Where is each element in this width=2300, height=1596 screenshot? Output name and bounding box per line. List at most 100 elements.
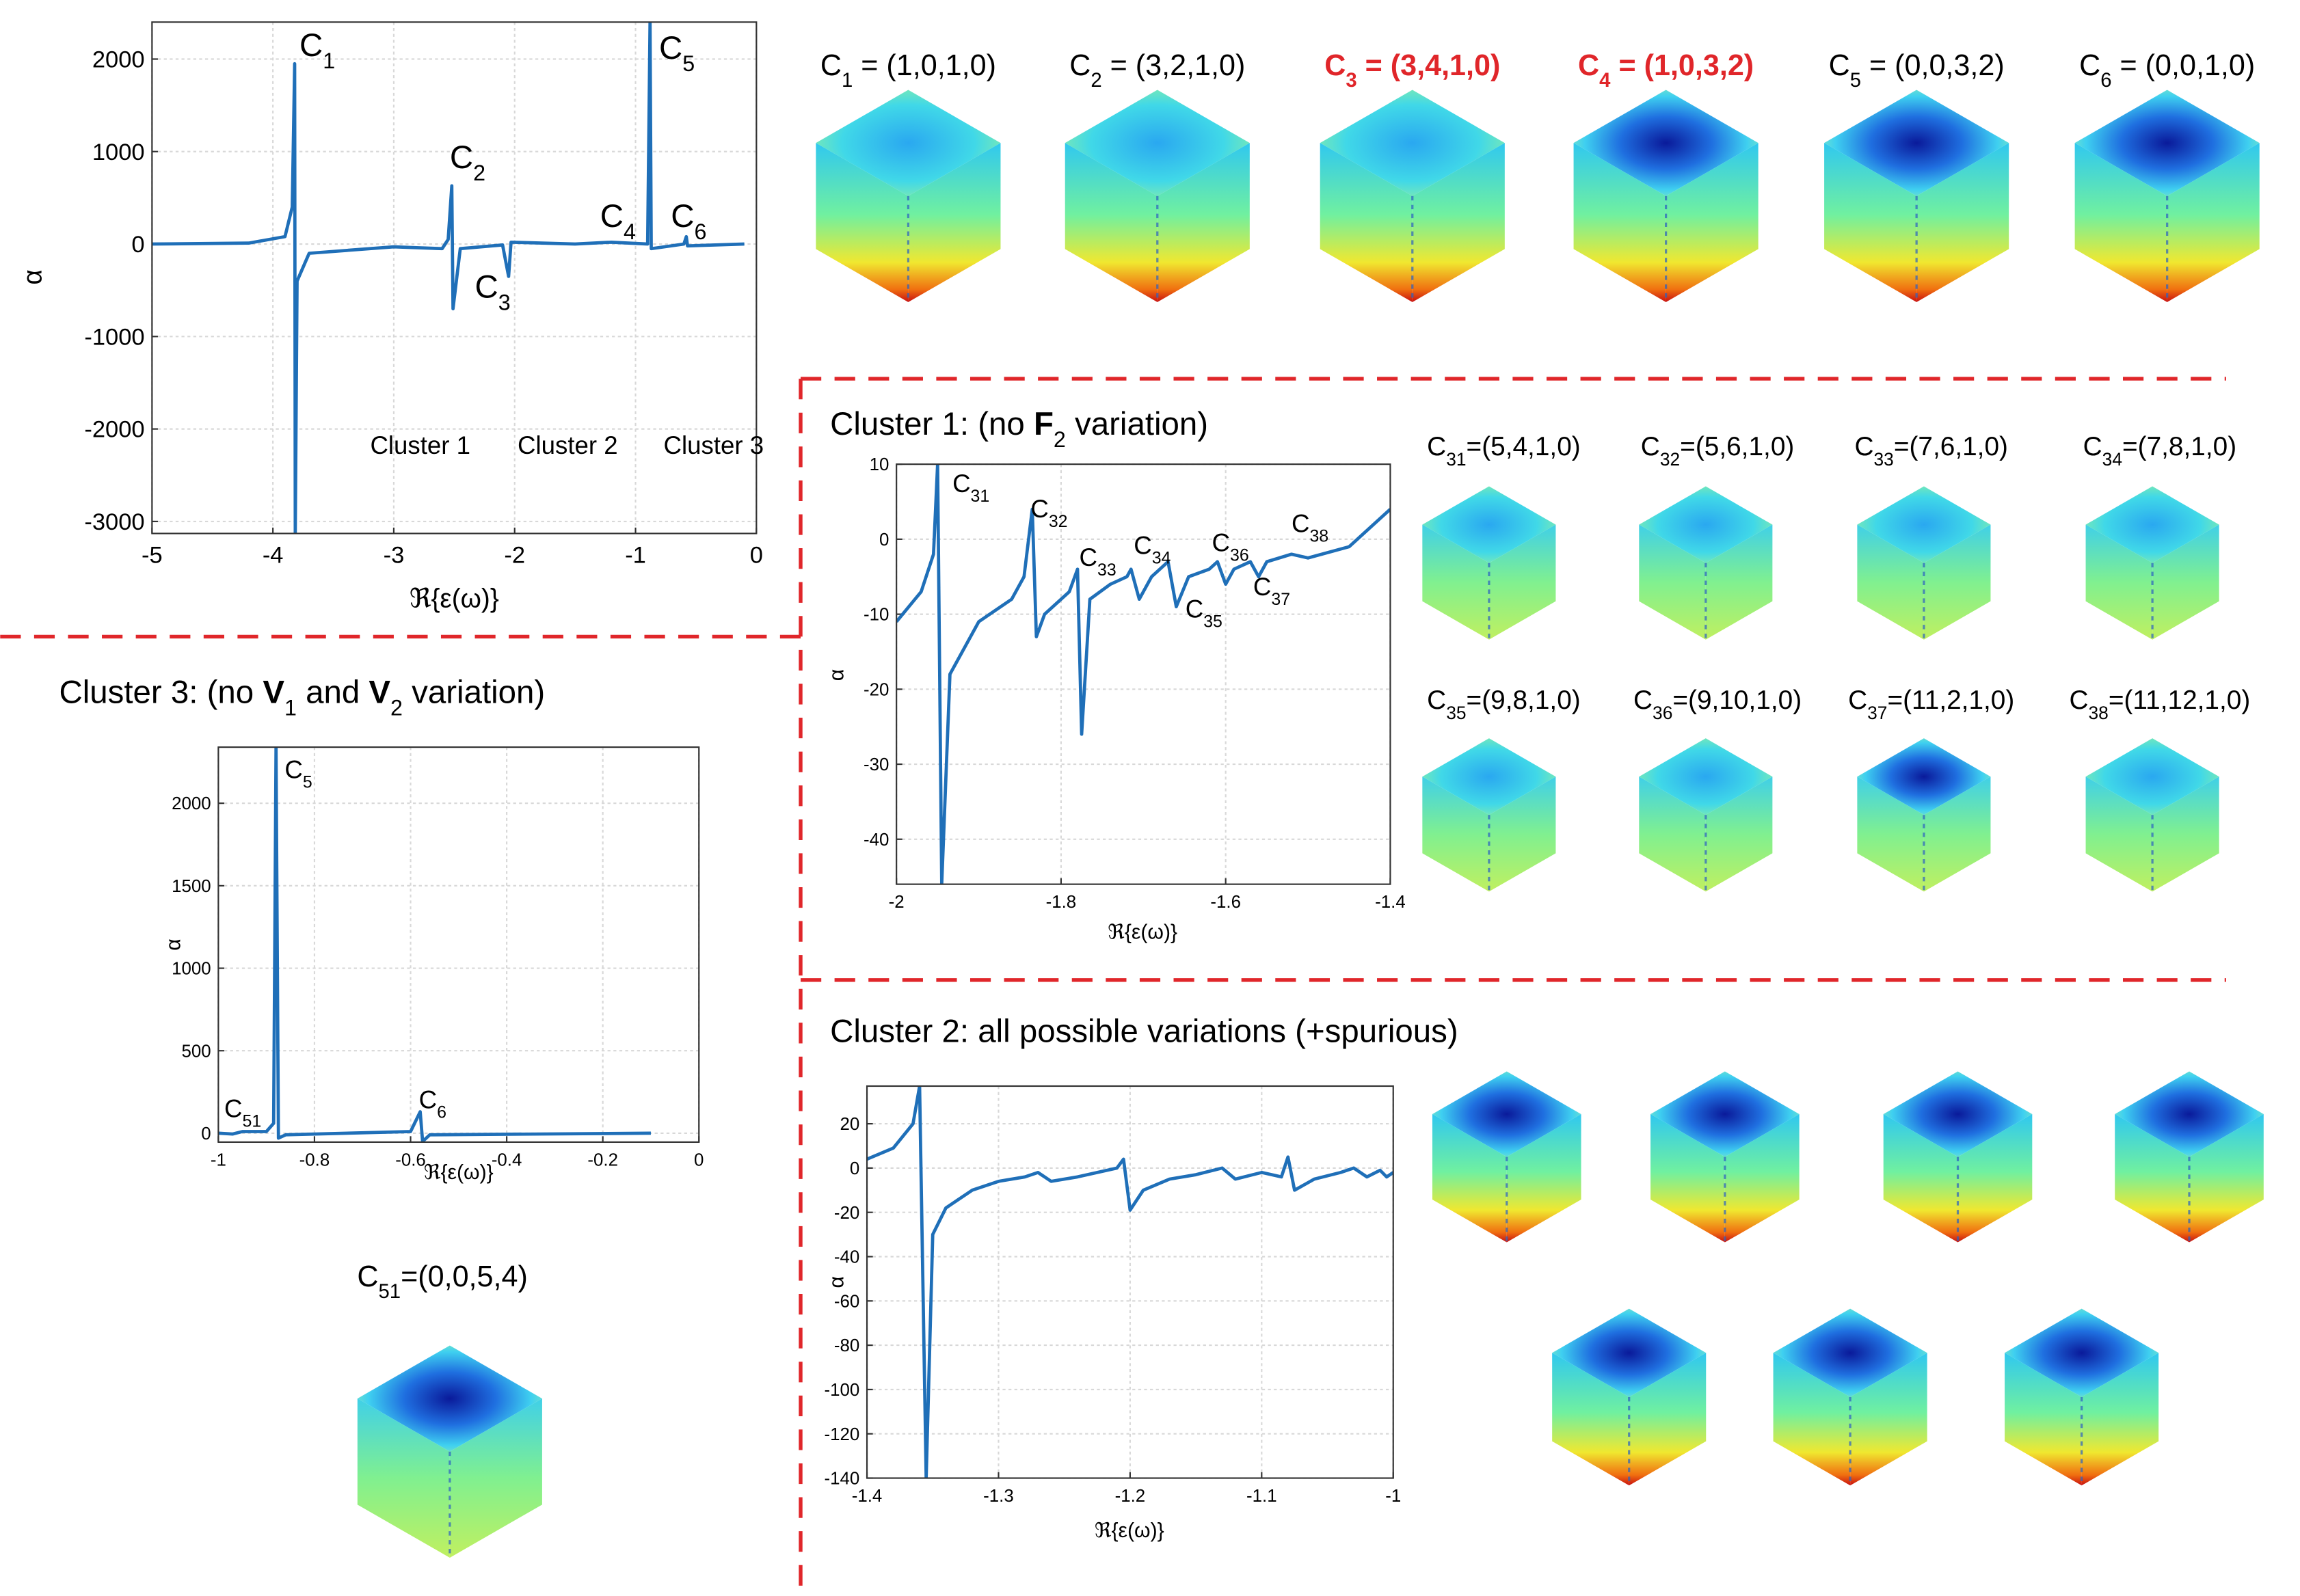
- plot-frame: [896, 463, 1391, 885]
- annotation-part: 4: [624, 219, 636, 244]
- cube-label-part: 6: [2100, 68, 2111, 91]
- y-tick-label: -80: [834, 1336, 859, 1355]
- dividers: [0, 377, 2226, 1592]
- x-tick-label: -2: [889, 893, 905, 912]
- annotation-part: 33: [1097, 560, 1116, 580]
- section-title-part: and: [297, 674, 369, 710]
- data-line: [867, 1086, 1393, 1478]
- cube-render: [1422, 738, 1556, 892]
- cube-label-part: C: [1854, 432, 1873, 461]
- cube-label-part: = (0,0,3,2): [1861, 49, 2005, 82]
- y-tick-label: 1000: [92, 139, 145, 165]
- cube-face: [1916, 143, 2009, 302]
- cube-label-part: C: [2079, 49, 2100, 82]
- cube-face: [357, 1398, 450, 1558]
- cube-render: [1573, 90, 1759, 302]
- cube-label-part: C: [1633, 686, 1653, 715]
- annotation-part: C: [1134, 532, 1151, 560]
- cube-render: [1552, 1308, 1707, 1486]
- plot-frame: [217, 746, 700, 1144]
- annotation-part: 36: [1230, 545, 1249, 565]
- y-axis-label: α: [826, 1276, 848, 1288]
- section-title-part: Cluster 2: all possible variations (+spu…: [830, 1013, 1458, 1049]
- cube-label: C5 = (0,0,3,2): [1829, 49, 2005, 92]
- y-tick-label: 2000: [172, 794, 211, 813]
- annotation: C1: [299, 27, 335, 73]
- cube-label-part: 1: [842, 68, 853, 91]
- y-tick-label: 1000: [172, 960, 211, 979]
- cube-label-part: = (1,0,3,2): [1610, 49, 1754, 82]
- cube-render: [1639, 486, 1773, 640]
- annotation-part: C: [284, 755, 302, 783]
- cube-label: C37=(11,2,1,0): [1848, 686, 2014, 723]
- cube-render: [357, 1345, 542, 1558]
- cube-label-part: 51: [378, 1280, 401, 1303]
- annotation: C5: [284, 755, 312, 792]
- section-title-part: Cluster 1: (no: [830, 406, 1034, 442]
- cube-face: [2085, 776, 2153, 892]
- annotation-part: Cluster 3: [663, 431, 764, 459]
- cube-label: C1 = (1,0,1,0): [820, 49, 996, 92]
- cube-render: [1773, 1308, 1927, 1486]
- cube-label-part: 3: [1346, 68, 1356, 91]
- y-tick-label: -10: [864, 606, 889, 625]
- x-tick-label: -2: [504, 543, 525, 569]
- cube-label-part: C: [1641, 432, 1660, 461]
- cube-render: [2074, 90, 2260, 302]
- cube-label: C3 = (3,4,1,0): [1324, 49, 1500, 92]
- annotation: C36: [1212, 528, 1249, 565]
- y-tick-label: 0: [201, 1124, 211, 1144]
- annotation: Cluster 2: [518, 431, 618, 459]
- annotation-part: C: [952, 470, 970, 498]
- cube-render: [1320, 90, 1505, 302]
- section-title-part: F: [1034, 406, 1054, 442]
- x-axis-label: ℜ{ε(ω)}: [1095, 1519, 1164, 1542]
- cube-face: [1488, 776, 1556, 892]
- cube-label-part: C: [1829, 49, 1850, 82]
- annotation-part: C: [1186, 595, 1203, 623]
- cube-face: [1412, 143, 1505, 302]
- annotation-part: C: [1030, 495, 1048, 523]
- cube-label-part: =(5,4,1,0): [1467, 432, 1581, 461]
- cube-face: [816, 90, 1001, 196]
- cube-face: [1883, 1113, 1958, 1243]
- cube-label-part: C: [820, 49, 842, 82]
- cube-face: [1773, 1353, 1851, 1486]
- annotation-part: 6: [695, 219, 707, 244]
- section-title: Cluster 2: all possible variations (+spu…: [830, 1013, 1458, 1049]
- x-tick-label: -3: [384, 543, 405, 569]
- y-tick-label: -100: [824, 1381, 859, 1400]
- cube-face: [1065, 143, 1158, 302]
- x-tick-label: 0: [750, 543, 763, 569]
- cube-render: [1650, 1071, 1800, 1243]
- cube-face: [2081, 1353, 2159, 1486]
- cube-face: [1857, 776, 1924, 892]
- annotation-part: C: [450, 139, 473, 176]
- annotation: C38: [1292, 509, 1328, 545]
- cube-face: [1666, 143, 1759, 302]
- cube-render: [2005, 1308, 2159, 1486]
- data-line: [152, 22, 745, 534]
- x-axis-label: ℜ{ε(ω)}: [1108, 921, 1177, 943]
- cube-render: [1432, 1071, 1581, 1243]
- cube-render: [1857, 486, 1991, 640]
- section-title-part: V: [263, 674, 284, 710]
- cube-face: [2152, 524, 2219, 640]
- cube-face: [1957, 1113, 2033, 1243]
- x-tick-label: -1.6: [1210, 893, 1241, 912]
- cube-render: [816, 90, 1001, 302]
- annotation-part: C: [224, 1094, 242, 1122]
- annotation: Cluster 1: [370, 431, 470, 459]
- annotation-part: C: [659, 30, 682, 66]
- cube-label: C35=(9,8,1,0): [1427, 686, 1581, 723]
- annotation-part: 34: [1152, 549, 1171, 568]
- cube-label-part: = (1,0,1,0): [853, 49, 996, 82]
- y-tick-label: 0: [879, 530, 889, 550]
- annotation: C31: [952, 470, 989, 506]
- x-tick-label: -1.8: [1046, 893, 1077, 912]
- y-tick-label: 1500: [172, 877, 211, 896]
- cube-label-part: 35: [1446, 703, 1466, 723]
- x-tick-label: -0.2: [587, 1150, 618, 1169]
- y-tick-label: -1000: [84, 324, 144, 350]
